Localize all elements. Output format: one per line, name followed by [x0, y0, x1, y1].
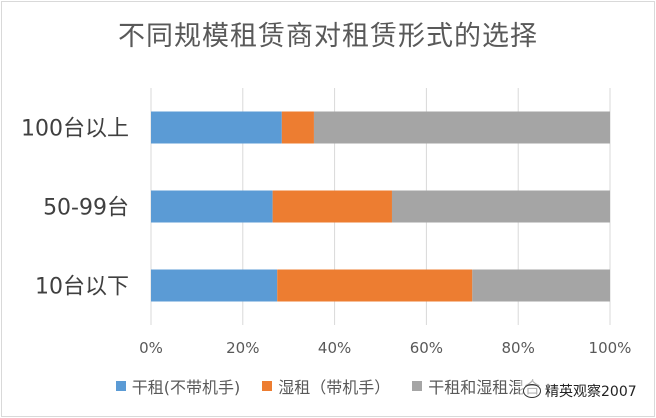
watermark-text: 精英观察2007	[545, 384, 637, 400]
x-tick-label: 0%	[139, 339, 163, 357]
bar-segment	[281, 111, 314, 144]
x-tick-label: 40%	[318, 339, 351, 357]
legend-label-wet-rental: 湿租（带机手）	[278, 378, 391, 397]
legend-swatch-mixed-rental	[412, 381, 423, 391]
bar-segment	[391, 190, 610, 223]
legend-swatch-dry-rental	[115, 381, 126, 391]
legend-swatch-wet-rental	[262, 381, 273, 391]
bar-segment	[272, 190, 392, 223]
bar-segment	[472, 269, 610, 302]
chart-title: 不同规模租赁商对租赁形式的选择	[118, 21, 538, 52]
category-label: 50-99台	[43, 196, 129, 221]
x-tick-label: 60%	[410, 339, 443, 357]
bar-segment	[151, 190, 273, 223]
bar-segment	[277, 269, 473, 302]
legend-item-wet-rental: 湿租（带机手）	[262, 374, 390, 398]
legend-item-mixed-rental: 干租和湿租混合	[412, 374, 540, 398]
legend-label-mixed-rental: 干租和湿租混合	[428, 378, 541, 397]
watermark: 精英观察2007	[520, 380, 640, 402]
bar-segment	[313, 111, 610, 144]
x-tick-label: 80%	[502, 339, 535, 357]
bar-segment	[151, 269, 278, 302]
x-tick-label: 100%	[589, 339, 632, 357]
x-tick-label: 20%	[226, 339, 259, 357]
wechat-icon	[523, 384, 541, 398]
category-label: 100台以上	[21, 117, 129, 142]
legend-item-dry-rental: 干租(不带机手)	[115, 374, 241, 398]
legend-label-dry-rental: 干租(不带机手)	[131, 378, 241, 397]
bar-segment	[151, 111, 282, 144]
category-label: 10台以下	[35, 275, 129, 300]
legend: 干租(不带机手) 湿租（带机手） 干租和湿租混合	[0, 374, 656, 398]
